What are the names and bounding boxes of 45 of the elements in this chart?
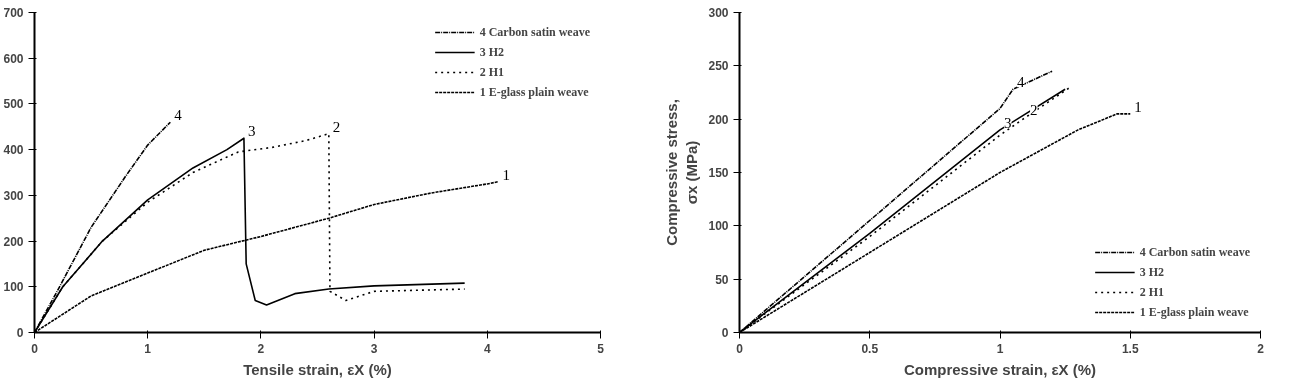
y-tick-label: 100 [3, 280, 24, 295]
x-tick-label: 2 [257, 341, 265, 356]
annotation: 1 [502, 166, 511, 183]
x-tick-label: 1.5 [1121, 341, 1139, 356]
annotation: 3 [1004, 114, 1012, 131]
annotation: 3 [247, 123, 256, 140]
x-tick-label: 0 [736, 341, 744, 356]
legend-label: 3 H2 [479, 44, 504, 60]
legend-label: 1 E-glass plain weave [479, 84, 589, 100]
x-tick-label: 0 [31, 341, 39, 356]
annotation: 2 [332, 118, 341, 135]
y-tick-label: 500 [3, 97, 24, 112]
x-tick-label: 3 [370, 341, 378, 356]
y-tick-label: 300 [708, 6, 729, 20]
annotation: 4 [174, 107, 183, 124]
y-tick-label: 400 [3, 143, 24, 158]
legend-label: 4 Carbon satin weave [479, 24, 590, 40]
x-tick-label: 2 [1257, 341, 1265, 356]
y-tick-label: 0 [721, 326, 729, 340]
x-axis-title: Tensile strain, εX (%) [243, 360, 392, 378]
legend-label: 2 H1 [1139, 284, 1164, 300]
legend-label: 3 H2 [1139, 264, 1164, 280]
y-tick-label: 150 [708, 166, 729, 180]
legend-label: 2 H1 [479, 64, 504, 80]
y-tick-label: 300 [3, 188, 24, 203]
annotation: 1 [1134, 98, 1142, 115]
y-tick-label: 250 [708, 59, 729, 74]
y-tick-label: 50 [715, 272, 729, 287]
x-axis-title: Compressive strain, εX (%) [903, 360, 1097, 378]
y-tick-label: 600 [3, 51, 24, 66]
x-tick-label: 5 [597, 341, 605, 356]
legend-label: 4 Carbon satin weave [1139, 244, 1250, 260]
y-tick-label: 700 [3, 6, 24, 20]
y-tick-label: 200 [3, 234, 24, 249]
annotation: 4 [1017, 74, 1026, 91]
x-tick-label: 1 [996, 341, 1004, 356]
y-tick-label: 0 [16, 326, 24, 340]
x-tick-label: 4 [483, 341, 491, 356]
y-axis-title: Compressive stress, σx (MPa) [663, 99, 701, 246]
y-tick-label: 200 [708, 112, 729, 127]
x-tick-label: 0.5 [861, 341, 879, 356]
legend-label: 1 E-glass plain weave [1139, 304, 1249, 320]
x-tick-label: 1 [144, 341, 152, 356]
y-tick-label: 100 [708, 219, 729, 234]
annotation: 2 [1030, 102, 1038, 119]
